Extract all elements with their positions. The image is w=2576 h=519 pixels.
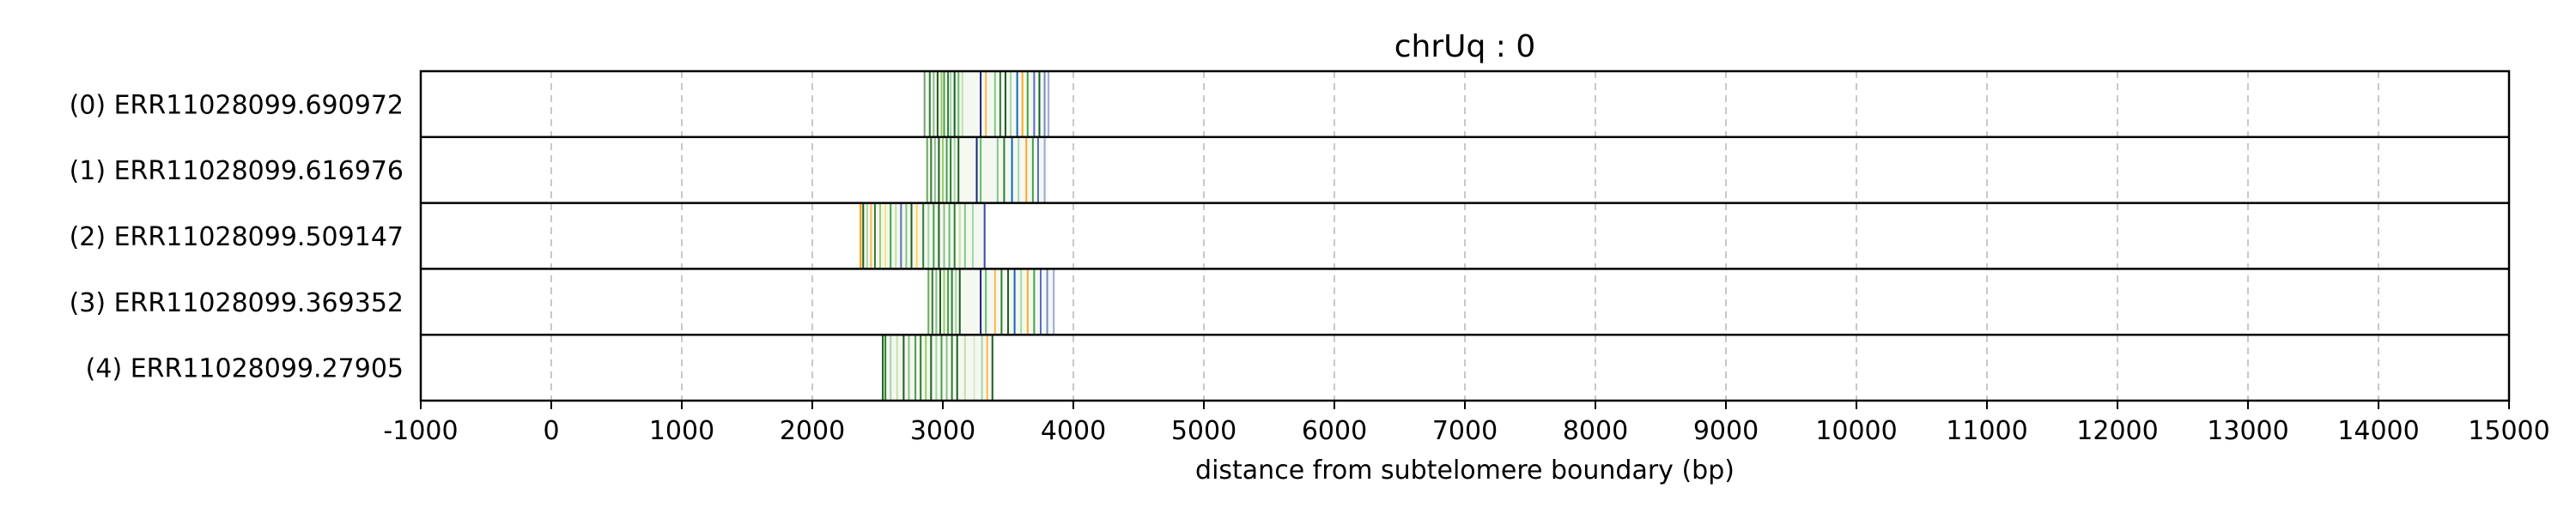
x-tick-label: 13000 [2207, 416, 2288, 446]
row-label: (4) ERR11028099.27905 [86, 354, 404, 384]
read-row: (0) ERR11028099.690972 [70, 72, 1050, 136]
x-axis-label: distance from subtelomere boundary (bp) [1195, 456, 1735, 486]
x-tick-label: 15000 [2468, 416, 2549, 446]
read-span [881, 335, 994, 400]
x-tick-label: 14000 [2337, 416, 2419, 446]
x-tick-label: 8000 [1563, 416, 1628, 446]
x-tick-label: 9000 [1693, 416, 1759, 446]
x-tick-label: 4000 [1041, 416, 1106, 446]
read-row: (3) ERR11028099.369352 [70, 268, 2509, 335]
read-row: (4) ERR11028099.27905 [86, 333, 2509, 400]
x-tick-label: 2000 [780, 416, 845, 446]
x-tick-label: 10000 [1815, 416, 1897, 446]
read-rows: (0) ERR11028099.690972 (1) ERR11028099.61… [70, 72, 2509, 400]
x-tick-label: 6000 [1302, 416, 1367, 446]
read-span [926, 137, 1048, 202]
x-tick-label: 1000 [649, 416, 714, 446]
x-tick-label: 11000 [1946, 416, 2027, 446]
row-label: (2) ERR11028099.509147 [70, 222, 404, 252]
x-tick-label: 12000 [2076, 416, 2158, 446]
chart-title: chrUq : 0 [1394, 29, 1536, 64]
x-tick-label: 5000 [1171, 416, 1236, 446]
read-span [927, 269, 1055, 335]
x-tick-label: 3000 [910, 416, 975, 446]
x-tick-label: 7000 [1432, 416, 1498, 446]
row-label: (0) ERR11028099.690972 [70, 90, 404, 120]
x-axis: -1000 0 1000 2000 3000 4000 5000 6000 7000 8000 90… [383, 69, 2550, 446]
read-row: (2) ERR11028099.509147 [70, 202, 2509, 269]
grid-lines [550, 71, 2379, 401]
read-row: (1) ERR11028099.616976 [70, 136, 2509, 202]
x-tick-label: 0 [543, 416, 559, 446]
row-label: (3) ERR11028099.369352 [70, 288, 404, 318]
row-label: (1) ERR11028099.616976 [70, 156, 404, 186]
x-tick-label: -1000 [383, 416, 458, 446]
